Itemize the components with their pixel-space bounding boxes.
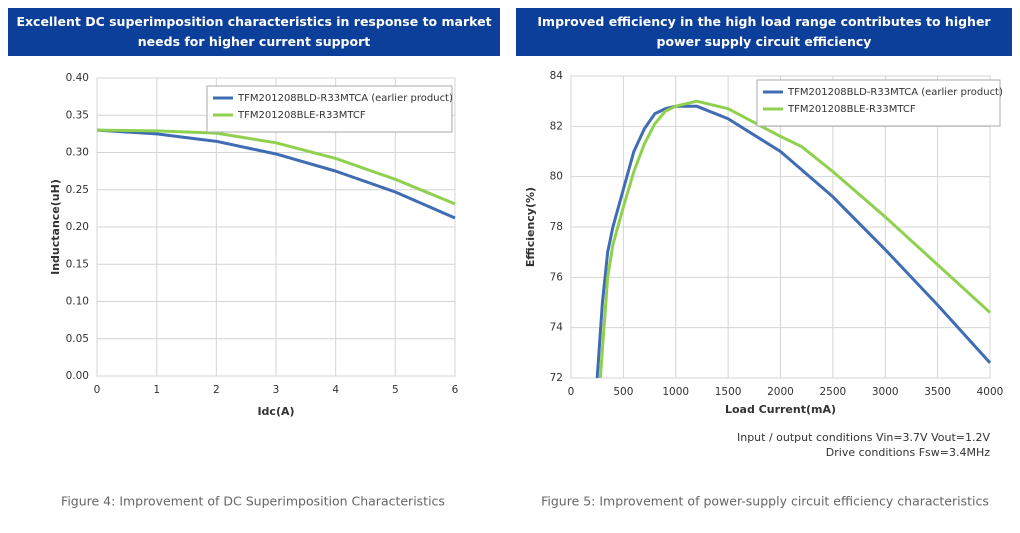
x-tick-label: 4 xyxy=(332,384,339,396)
legend-box xyxy=(206,85,453,133)
y-tick-label: 82 xyxy=(550,120,563,132)
caption: Figure 5: Improvement of power-supply ci… xyxy=(541,494,989,509)
annotation: Drive conditions Fsw=3.4MHz xyxy=(826,446,990,459)
series-line xyxy=(96,128,456,206)
y-tick-label: 0.20 xyxy=(66,221,89,233)
series-line xyxy=(595,104,992,379)
annotation: Input / output conditions Vin=3.7V Vout=… xyxy=(737,431,990,444)
chart-title: Improved efficiency in the high load ran… xyxy=(516,8,1012,56)
y-tick-label: 74 xyxy=(550,322,564,334)
y-axis-label: Efficiency(%) xyxy=(524,187,537,267)
legend-label: TFM201208BLE-R33MTCF xyxy=(787,104,916,115)
series-line xyxy=(96,128,456,220)
y-tick-label: 0.00 xyxy=(66,370,89,382)
caption: Figure 4: Improvement of DC Superimposit… xyxy=(61,494,445,509)
y-tick-label: 0.25 xyxy=(66,184,89,196)
x-tick-label: 3000 xyxy=(872,386,899,398)
chart-title: Excellent DC superimposition characteris… xyxy=(8,8,500,56)
x-tick-label: 2000 xyxy=(767,386,794,398)
x-tick-label: 1 xyxy=(153,384,160,396)
x-tick-label: 3 xyxy=(273,384,280,396)
y-tick-label: 76 xyxy=(550,271,564,283)
legend-label: TFM201208BLD-R33MTCA (earlier product) xyxy=(787,87,1003,98)
x-tick-label: 1500 xyxy=(715,386,742,398)
y-axis-label: Inductance(uH) xyxy=(49,179,62,275)
y-tick-label: 0.35 xyxy=(66,109,89,121)
y-tick-label: 0.30 xyxy=(66,147,89,159)
x-tick-label: 1000 xyxy=(662,386,689,398)
x-axis-label: Idc(A) xyxy=(257,405,294,418)
x-tick-label: 6 xyxy=(452,384,459,396)
x-tick-label: 5 xyxy=(392,384,399,396)
y-tick-label: 0.10 xyxy=(66,296,89,308)
x-tick-label: 0 xyxy=(568,386,575,398)
y-tick-label: 84 xyxy=(550,70,564,82)
y-tick-label: 72 xyxy=(550,372,563,384)
y-tick-label: 80 xyxy=(550,171,563,183)
y-tick-label: 78 xyxy=(550,221,563,233)
legend-label: TFM201208BLD-R33MTCA (earlier product) xyxy=(237,93,453,104)
x-tick-label: 0 xyxy=(94,384,101,396)
x-tick-label: 500 xyxy=(613,386,633,398)
x-axis-label: Load Current(mA) xyxy=(725,403,836,416)
x-tick-label: 2500 xyxy=(820,386,847,398)
series-line xyxy=(598,99,992,379)
y-tick-label: 0.40 xyxy=(66,72,89,84)
legend-label: TFM201208BLE-R33MTCF xyxy=(237,110,366,121)
x-tick-label: 2 xyxy=(213,384,220,396)
y-tick-label: 0.15 xyxy=(66,258,89,270)
x-tick-label: 4000 xyxy=(977,386,1004,398)
x-tick-label: 3500 xyxy=(924,386,951,398)
legend-box xyxy=(756,79,1001,127)
y-tick-label: 0.05 xyxy=(66,333,89,345)
